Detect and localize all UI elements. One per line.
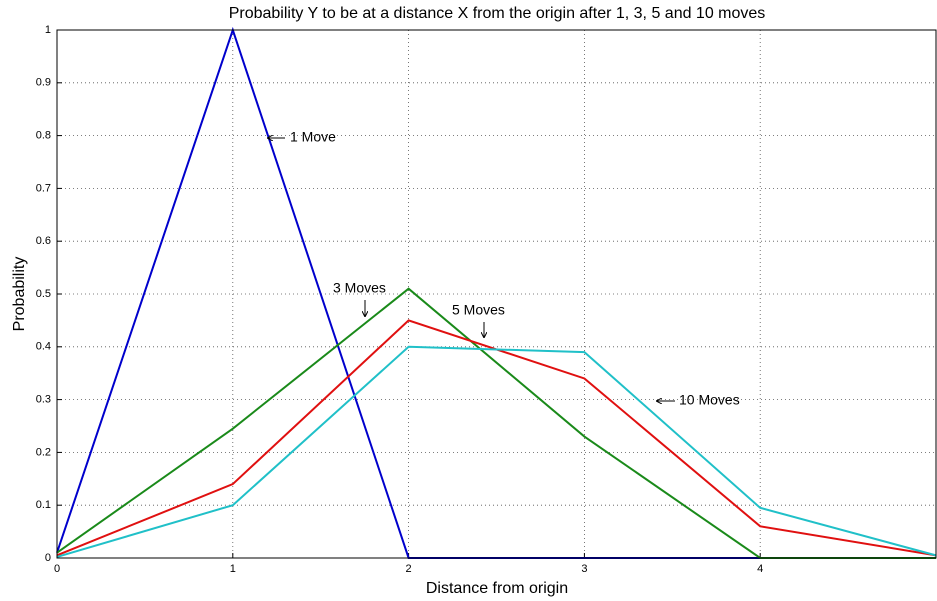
plot-area (57, 30, 936, 558)
x-tick-label: 0 (54, 563, 60, 575)
y-tick-label: 0.9 (36, 77, 51, 89)
y-tick-label: 0.5 (36, 288, 51, 300)
annotation: 10 Moves (679, 392, 740, 408)
y-tick-label: 0.2 (36, 446, 51, 458)
y-tick-label: 0.7 (36, 182, 51, 194)
y-tick-label: 0.1 (36, 499, 51, 511)
y-tick-label: 0 (45, 552, 51, 564)
y-tick-label: 0.8 (36, 130, 51, 142)
y-tick-label: 0.3 (36, 394, 51, 406)
annotation: 3 Moves (333, 280, 386, 296)
x-axis-label: Distance from origin (426, 580, 568, 597)
y-axis-label: Probability (11, 257, 28, 332)
annotation: 1 Move (290, 129, 336, 145)
annotation: 5 Moves (452, 302, 505, 318)
x-tick-label: 4 (757, 563, 763, 575)
y-tick-label: 1 (45, 24, 51, 36)
y-tick-label: 0.4 (36, 341, 51, 353)
series-line (56, 345, 937, 558)
y-tick-label: 0.6 (36, 235, 51, 247)
x-tick-label: 2 (406, 563, 412, 575)
chart-title: Probability Y to be at a distance X from… (229, 5, 766, 22)
x-tick-label: 3 (581, 563, 587, 575)
x-tick-label: 1 (230, 563, 236, 575)
axes-box (56, 29, 937, 559)
